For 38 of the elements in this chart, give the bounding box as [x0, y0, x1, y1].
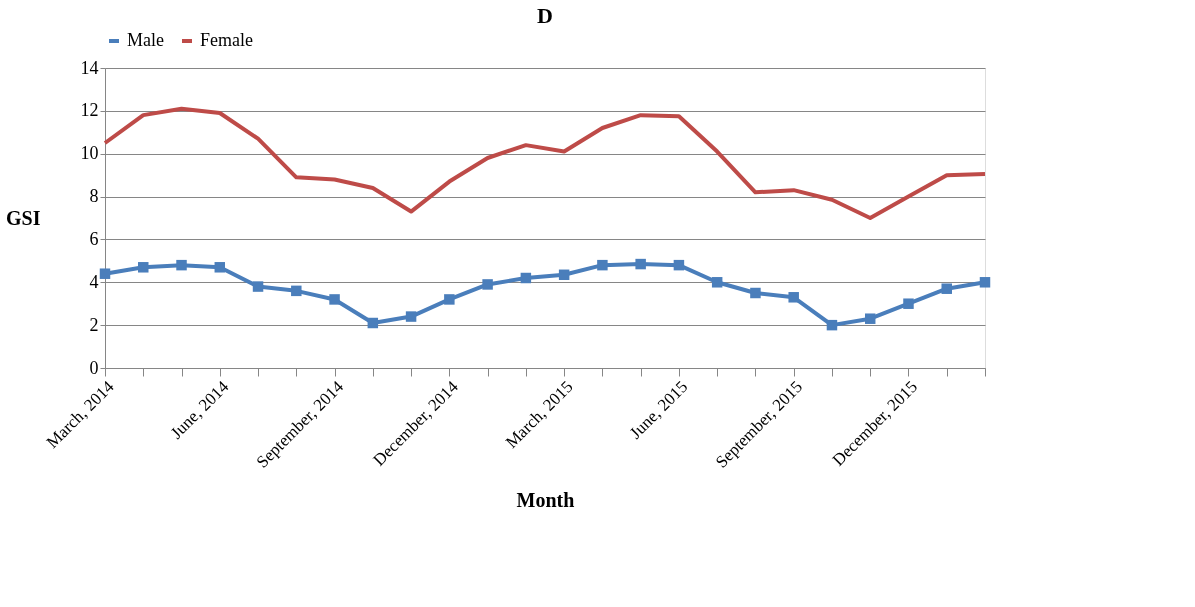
point: [597, 259, 608, 271]
point: [214, 262, 226, 273]
chart-title: D: [537, 3, 553, 28]
point: [520, 272, 532, 284]
point: [788, 292, 799, 303]
point: [138, 262, 149, 273]
point: [252, 281, 264, 292]
y-axis-title: GSI: [6, 206, 41, 229]
x-axis-title: Month: [516, 488, 575, 511]
point: [444, 294, 455, 305]
line-series: [103, 106, 987, 220]
point: [750, 287, 761, 299]
y-tick-label: 8: [89, 186, 99, 207]
y-tick-label: 4: [89, 271, 99, 292]
point: [826, 319, 838, 331]
point: [176, 259, 187, 271]
point: [673, 259, 685, 271]
point: [291, 285, 302, 297]
point: [711, 277, 723, 288]
legend-label: Male: [127, 30, 164, 50]
point: [941, 283, 952, 294]
point: [903, 298, 914, 309]
point: [635, 258, 646, 270]
y-tick-label: 12: [80, 100, 99, 121]
point: [329, 294, 340, 305]
y-tick-label: 14: [80, 57, 99, 78]
point: [405, 311, 417, 322]
point: [482, 279, 493, 290]
y-tick-label: 2: [89, 314, 99, 335]
y-tick-label: 0: [89, 357, 99, 378]
point: [99, 268, 111, 279]
point: [558, 269, 570, 281]
legend-label: Female: [200, 30, 253, 50]
point: [864, 313, 876, 324]
y-tick-label: 10: [80, 143, 99, 164]
point: [979, 277, 991, 288]
y-tick-label: 6: [89, 228, 99, 249]
point: [367, 317, 379, 329]
